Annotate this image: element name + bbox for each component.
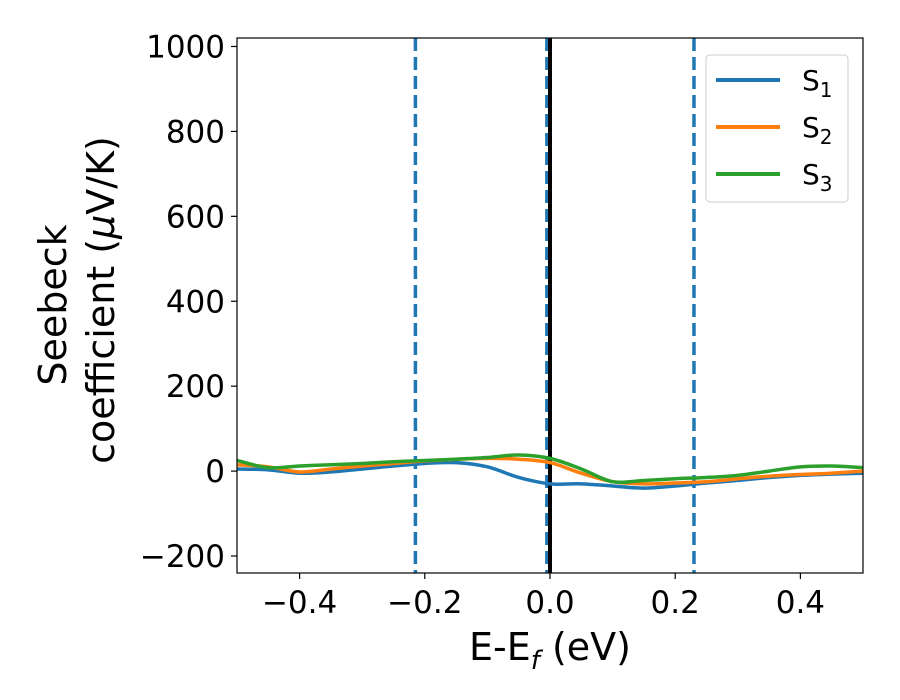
y-tick-label: −200 — [140, 539, 225, 575]
series-lines — [237, 453, 863, 490]
x-axis-ticks: −0.4 −0.2 0.0 0.2 0.4 — [262, 573, 825, 621]
legend-label-s2: S2 — [802, 111, 833, 149]
y-tick-label: 1000 — [146, 29, 225, 65]
y-axis-title-line1: Seebeck — [31, 224, 75, 385]
y-tick-label: 800 — [166, 114, 225, 150]
reference-lines — [413, 38, 696, 573]
y-tick-label: 0 — [205, 454, 225, 490]
x-tick-label: −0.2 — [387, 585, 462, 621]
y-tick-label: 400 — [166, 284, 225, 320]
series-line-s2 — [237, 456, 863, 486]
y-tick-label: 200 — [166, 369, 225, 405]
x-tick-label: 0.0 — [525, 585, 574, 621]
y-axis-ticks: −200 0 200 400 600 800 1000 — [140, 29, 237, 575]
x-tick-label: 0.2 — [651, 585, 700, 621]
y-tick-label: 600 — [166, 199, 225, 235]
legend: S1 S2 S3 — [705, 54, 849, 203]
x-tick-label: 0.4 — [776, 585, 825, 621]
legend-label-s3: S3 — [802, 158, 833, 196]
x-axis-title: E-Ef (eV) — [469, 625, 631, 676]
y-axis-title-line2: coefficient (μV/K) — [79, 136, 123, 464]
series-line-s3 — [237, 453, 863, 485]
legend-label-s1: S1 — [802, 64, 833, 102]
x-tick-label: −0.4 — [262, 585, 337, 621]
